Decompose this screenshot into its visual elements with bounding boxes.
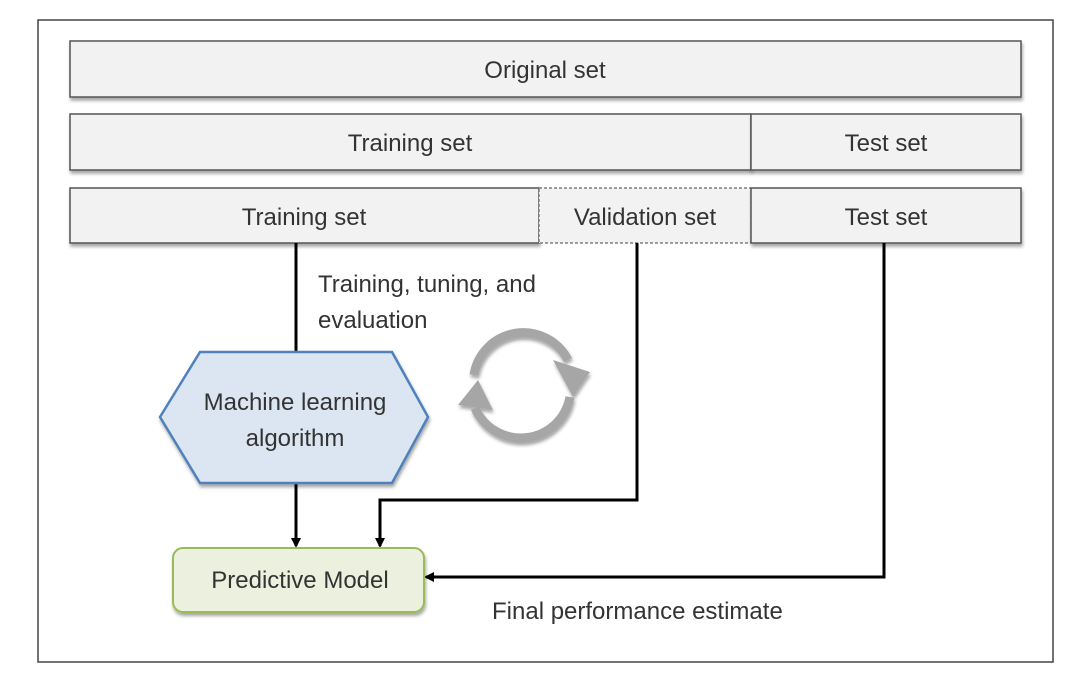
refresh-cycle-icon [458,328,590,443]
connectors [291,243,886,582]
test-to-model-arrow [424,243,886,582]
loop-label-line1: Training, tuning, and [318,271,536,298]
training-set-label: Training set [348,130,473,157]
loop-label-line2: evaluation [318,307,427,334]
split1-row: Training set Test set [69,113,1022,171]
predictive-model-label: Predictive Model [211,567,388,594]
training-set-label-2: Training set [242,204,367,231]
test-set-label: Test set [845,130,928,157]
algorithm-label-line1: Machine learning [204,389,387,416]
validation-set-box [538,187,752,244]
test-set-box [750,113,1022,171]
test-set-box-2 [750,187,1022,244]
test-set-label-2: Test set [845,204,928,231]
final-performance-label: Final performance estimate [492,598,783,625]
validation-to-model-arrow [375,243,639,548]
original-set-box: Original set [69,40,1022,98]
split2-row: Training set Validation set Test set [69,187,1022,244]
ml-algorithm-node: Machine learning algorithm [158,350,430,485]
original-set-label: Original set [484,57,606,84]
algorithm-label-line2: algorithm [246,425,345,452]
training-set-box [69,113,752,171]
validation-set-label: Validation set [574,204,717,231]
training-set-box-2 [69,187,540,244]
predictive-model-node: Predictive Model [172,547,425,613]
